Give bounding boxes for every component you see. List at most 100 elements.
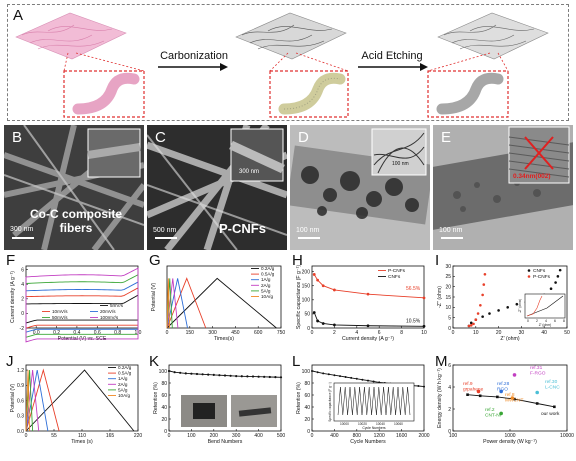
x-tick-label: 0.8	[114, 330, 121, 336]
label-E: E	[441, 129, 452, 146]
lattice-spacing-label: 0.34nm(002)	[513, 173, 551, 180]
legend-swatch	[527, 269, 531, 272]
data-point	[312, 273, 316, 276]
x-tick-label: 400	[254, 433, 263, 439]
our-work-point	[478, 394, 482, 398]
ref-label: ref.31	[530, 365, 543, 371]
arrow-acid-etching	[358, 63, 428, 71]
x-tick-label: 50	[564, 330, 570, 336]
micrograph-C: C P-CNFs 500 nm 300 nm	[147, 125, 287, 250]
our-work-point	[553, 405, 556, 409]
legend-label: 0.2A/g	[118, 365, 132, 370]
y-tick-label: 80	[161, 381, 167, 387]
ref-label: our work	[541, 411, 560, 417]
data-point	[257, 375, 260, 378]
gcd-curve-1A/g	[166, 278, 188, 329]
gray-fiber-mat-2	[437, 12, 549, 60]
data-point	[179, 371, 182, 374]
inset-y-label: -Z'' (ohm)	[518, 299, 522, 313]
plot-frame	[166, 265, 282, 329]
data-point	[207, 373, 210, 376]
x-tick-label: 1000	[504, 433, 515, 439]
x-tick-label: 8	[400, 330, 403, 336]
data-point	[240, 375, 243, 378]
x-tick-label: 0	[311, 330, 314, 336]
eis-point-P-CNFs	[467, 324, 471, 328]
legend-label: 1A/g	[261, 277, 271, 282]
data-point	[333, 288, 336, 292]
legend-label: CNFs	[388, 274, 401, 280]
scale-bar-D: 100 nm	[296, 227, 320, 234]
micrograph-D: D 100 nm 100 nm	[290, 125, 430, 250]
gcd-device-curve-1A/g	[25, 369, 49, 432]
chart-G-svg: 0 150 300 450 600 750 Times(s) Potential (V) 0.2…	[151, 265, 285, 342]
data-point	[190, 372, 193, 375]
data-point	[321, 322, 325, 325]
inset-gcd-cycles	[337, 386, 411, 416]
label-G: G	[149, 252, 161, 269]
y-tick-label: 100	[159, 369, 168, 375]
step-acid-etching: Acid Etching	[361, 50, 422, 62]
x-tick-label: 0.4	[73, 330, 80, 336]
legend-swatch	[527, 275, 531, 278]
eis-point-P-CNFs	[481, 293, 484, 297]
ref-label: ref.28	[497, 381, 510, 387]
y-tick-label: 10	[445, 305, 451, 311]
x-axis-label: Bend Numbers	[208, 439, 243, 445]
ref-label: ref.9	[463, 381, 473, 387]
step-carbonization: Carbonization	[160, 50, 228, 62]
x-tick-label: 20	[496, 330, 502, 336]
ref-point	[535, 390, 539, 395]
caption-p-cnfs: P-CNFs	[219, 221, 266, 236]
legend-label: 10mV/s	[52, 309, 68, 314]
ref-label: RGO	[497, 387, 508, 393]
legend-label: 10A/g	[118, 393, 130, 398]
our-work-point	[466, 393, 469, 396]
legend-label: 2A/g	[261, 283, 271, 288]
x-tick-label: 165	[106, 433, 115, 439]
eis-point-CNFs	[481, 315, 484, 318]
data-point	[322, 372, 325, 375]
plot-frame	[311, 364, 425, 432]
zoom-box-1	[63, 70, 145, 118]
device-photo-bent-strip	[238, 407, 272, 417]
legend-label: CNFs	[533, 268, 546, 274]
data-point	[350, 376, 353, 379]
x-axis-label: Times (s)	[71, 439, 93, 445]
chart-G: 0 150 300 450 600 750 Times(s) Potential (V) 0.2…	[147, 252, 287, 349]
y-tick-label: 2	[448, 407, 451, 413]
inset-x-tick-label: 6	[554, 319, 556, 323]
legend-label: 100mV/s	[100, 315, 119, 320]
y-tick-label: 0	[307, 429, 310, 435]
x-tick-label: 0	[311, 433, 314, 439]
scale-bar-C: 500 nm	[153, 227, 177, 234]
ref-point	[512, 373, 517, 377]
eis-point-P-CNFs	[483, 272, 487, 276]
label-L: L	[292, 353, 301, 370]
inset-x-label: Z' (ohm)	[539, 323, 552, 327]
chart-M-svg: 100 1000 10000 0 2 4 6 Power density (W kg⁻¹) En…	[437, 363, 574, 445]
y-tick-label: 6	[448, 363, 451, 369]
our-work-point	[535, 402, 539, 405]
y-tick-label: 1.2	[17, 368, 24, 374]
x-axis-label: Cycle Numbers	[350, 439, 386, 445]
x-tick-label: 100	[187, 433, 196, 439]
zoom-lines	[63, 52, 509, 72]
ref-label: grpahene	[463, 387, 484, 393]
eis-point-CNFs	[506, 306, 510, 309]
label-C: C	[155, 129, 166, 146]
eis-point-CNFs	[515, 302, 519, 306]
chart-F: 0.0 0.2 0.4 0.6 0.8 1.0 -2 0 2 4 6 Potential (V) vs…	[4, 252, 144, 349]
data-point	[417, 385, 420, 387]
data-point	[366, 324, 370, 328]
x-tick-label: 400	[330, 433, 339, 439]
y-tick-label: 0.9	[17, 383, 24, 389]
y-tick-label: 20	[161, 417, 167, 423]
data-point	[339, 375, 341, 378]
y-tick-label: 40	[161, 405, 167, 411]
y-tick-label: 20	[445, 284, 451, 290]
x-tick-label: 600	[254, 330, 263, 336]
x-tick-label: 2	[333, 330, 336, 336]
